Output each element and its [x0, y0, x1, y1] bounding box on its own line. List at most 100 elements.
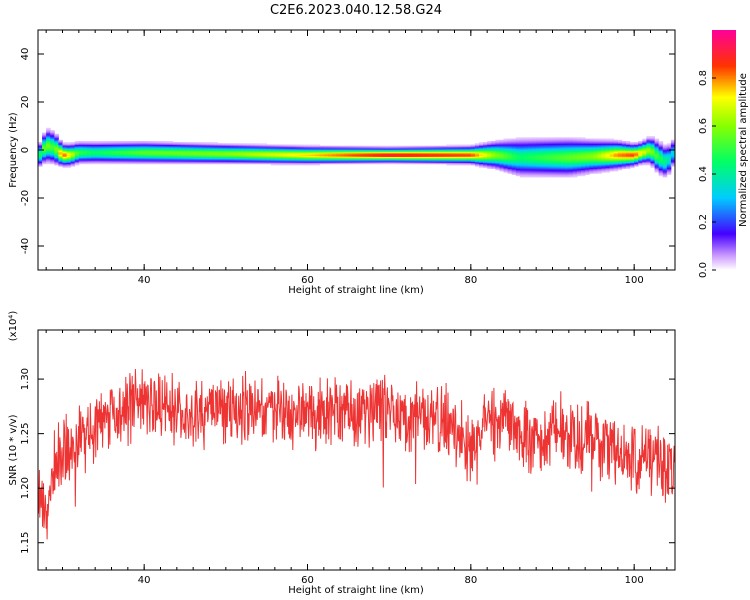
spectrogram-cell: [487, 167, 492, 169]
spectrogram-cell: [197, 145, 202, 148]
spectrogram-cell: [54, 147, 59, 149]
spectrogram-cell: [577, 173, 582, 175]
spectrogram-cell: [528, 139, 533, 142]
spectrogram-cell: [523, 142, 529, 144]
spectrogram-cell: [630, 142, 635, 144]
spectrogram-cell: [270, 155, 276, 157]
spectrogram-cell: [389, 159, 394, 161]
spectrogram-cell: [515, 169, 521, 172]
spectrogram-cell: [507, 154, 513, 156]
spectrogram-cell: [307, 150, 312, 153]
spectrogram-cell: [581, 165, 586, 167]
spectrogram-cell: [168, 144, 174, 147]
spectrogram-cell: [46, 145, 51, 148]
spectrogram-cell: [266, 148, 272, 150]
spectrogram-cell: [646, 154, 651, 156]
spectrogram-cell: [238, 148, 243, 150]
spectrogram-cell: [111, 162, 116, 165]
spectrogram-cell: [283, 155, 288, 157]
spectrogram-cell: [507, 144, 513, 147]
spectrogram-cell: [62, 149, 67, 151]
spectrogram-cell: [270, 160, 276, 162]
spectrogram-cell: [254, 150, 259, 153]
spectrogram-cell: [397, 156, 402, 159]
spectrogram-cell: [185, 162, 190, 165]
spectrogram-cell: [381, 148, 386, 150]
spectrogram-cell: [356, 145, 361, 148]
spectrogram-cell: [532, 145, 537, 148]
spectrogram-cell: [491, 155, 496, 157]
spectrogram-cell: [315, 153, 321, 155]
spectrogram-cell: [323, 155, 329, 157]
spectrogram-cell: [450, 147, 455, 149]
spectrogram-cell: [250, 157, 255, 160]
spectrogram-cell: [564, 171, 570, 173]
spectrogram-cell: [581, 153, 586, 155]
spectrogram-cell: [74, 156, 80, 159]
spectrogram-cell: [152, 159, 157, 161]
spectrogram-cell: [323, 154, 329, 156]
spectrogram-cell: [572, 142, 578, 144]
spectrogram-cell: [577, 166, 582, 168]
spectrogram-cell: [201, 150, 206, 153]
spectrogram-cell: [650, 165, 655, 167]
spectrogram-cell: [466, 161, 472, 163]
spectrogram-cell: [78, 159, 84, 161]
spectrogram-cell: [540, 166, 545, 168]
spectrogram-cell: [50, 136, 55, 138]
spectrogram-cell: [536, 159, 541, 161]
spectrogram-cell: [148, 159, 153, 161]
spectrogram-cell: [107, 149, 112, 151]
spectrogram-cell: [103, 159, 108, 161]
spectrogram-cell: [70, 161, 76, 163]
spectrogram-cell: [438, 157, 443, 160]
spectrogram-cell: [589, 147, 594, 149]
spectrogram-cell: [327, 153, 333, 155]
spectrogram-cell: [119, 153, 125, 155]
spectrogram-cell: [413, 155, 419, 157]
spectrogram-cell: [568, 160, 574, 162]
spectrogram-cell: [229, 145, 235, 148]
spectrogram-cell: [87, 159, 92, 161]
spectrogram-cell: [544, 153, 549, 155]
spectrogram-cell: [654, 141, 660, 143]
spectrogram-cell: [589, 159, 594, 161]
spectrogram-cell: [572, 172, 578, 174]
spectrogram-cell: [225, 147, 231, 149]
spectrogram-cell: [254, 162, 259, 165]
spectrogram-cell: [340, 159, 345, 161]
spectrogram-cell: [136, 160, 141, 162]
spectrogram-cell: [405, 154, 410, 156]
spectrogram-cell: [368, 162, 374, 165]
spectrogram-cell: [503, 167, 508, 169]
spectrogram-cell: [295, 162, 300, 165]
spectrogram-cell: [299, 148, 304, 150]
spectrogram-cell: [242, 150, 247, 153]
spectrogram-cell: [568, 141, 574, 143]
spectrogram-cell: [283, 157, 288, 160]
spectrogram-cell: [511, 155, 517, 157]
spectrogram-cell: [421, 156, 427, 159]
spectrogram-cell: [303, 151, 308, 154]
spectrogram-cell: [107, 150, 112, 153]
spectrogram-cell: [581, 138, 586, 141]
spectrogram-cell: [87, 143, 92, 145]
spectrogram-cell: [389, 162, 394, 165]
spectrogram-cell: [528, 167, 533, 169]
spectrogram-cell: [556, 160, 562, 162]
spectrogram-cell: [442, 156, 447, 159]
spectrogram-cell: [552, 141, 557, 143]
spectrogram-cell: [577, 160, 582, 162]
spectrogram-cell: [70, 157, 76, 160]
spectrogram-cell: [430, 148, 435, 150]
spectrogram-cell: [577, 150, 582, 153]
spectrogram-cell: [544, 141, 549, 143]
spectrogram-cell: [466, 157, 472, 160]
snr-y-label: SNR (10 * v/v): [8, 414, 19, 485]
spectrogram-cell: [577, 163, 582, 166]
spectrogram-cell: [601, 143, 606, 145]
spectrogram-cell: [66, 160, 72, 162]
spectrogram-cell: [483, 144, 488, 147]
spectrogram-cell: [127, 156, 133, 159]
spectrogram-cell: [360, 154, 366, 156]
